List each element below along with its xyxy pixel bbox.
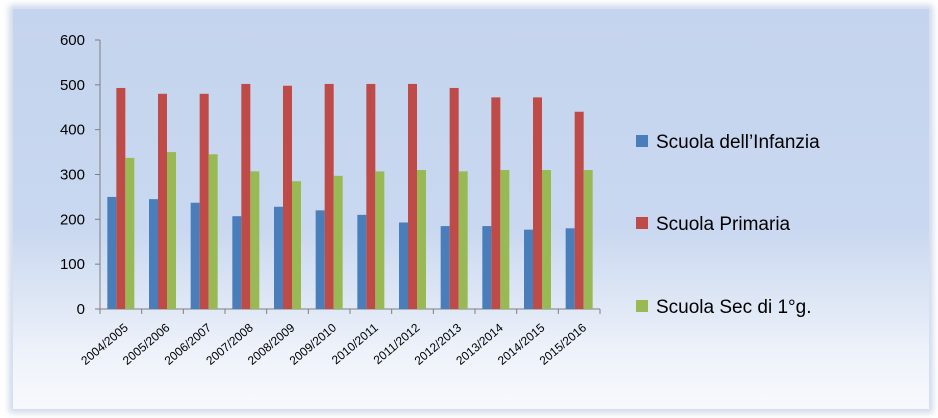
bar-1-2005-2006 [149, 199, 158, 309]
bar-2-2010-2011 [366, 83, 376, 309]
bar-3-2009-2010 [333, 175, 343, 309]
bar-3-2015-2016 [583, 170, 593, 309]
bar-3-2014-2015 [542, 170, 551, 309]
bar-2-2015-2016 [574, 111, 584, 309]
bar-1-2015-2016 [565, 228, 575, 309]
legend-swatch [636, 217, 648, 229]
x-tick-label: 2015/2016 [537, 320, 590, 367]
bar-1-2013-2014 [482, 226, 492, 309]
bar-2-2006-2007 [199, 93, 209, 309]
y-tick-label: 0 [77, 301, 85, 318]
bar-2-2005-2006 [158, 93, 167, 309]
legend-label: Scuola Primaria [656, 214, 791, 235]
legend-swatch [636, 300, 648, 312]
y-tick-label: 300 [60, 167, 85, 184]
bar-1-2006-2007 [190, 202, 200, 309]
bar-1-2007-2008 [232, 216, 242, 309]
bar-3-2008-2009 [292, 181, 301, 309]
bar-3-2010-2011 [375, 171, 385, 309]
legend-swatch [636, 135, 648, 147]
bar-3-2004-2005 [125, 157, 135, 309]
bar-2-2009-2010 [324, 83, 334, 309]
y-tick-label: 400 [60, 122, 85, 139]
bar-1-2014-2015 [524, 229, 533, 309]
bar-2-2011-2012 [408, 83, 417, 309]
bar-3-2005-2006 [167, 152, 176, 309]
legend-label: Scuola Sec di 1°g. [656, 297, 811, 318]
bar-2-2008-2009 [283, 85, 292, 309]
bar-1-2010-2011 [357, 214, 367, 309]
bar-2-2013-2014 [491, 97, 501, 310]
bar-2-2007-2008 [241, 83, 251, 309]
y-tick-label: 100 [60, 256, 85, 273]
bar-1-2012-2013 [440, 226, 450, 309]
bar-3-2011-2012 [417, 170, 426, 309]
bar-2-2014-2015 [533, 97, 542, 310]
bar-1-2011-2012 [399, 222, 408, 309]
bar-1-2008-2009 [274, 206, 283, 309]
bar-1-2004-2005 [107, 196, 117, 309]
bar-3-2007-2008 [250, 171, 260, 309]
y-tick-label: 200 [60, 211, 85, 228]
bar-3-2006-2007 [208, 154, 218, 309]
bar-1-2009-2010 [315, 210, 325, 309]
bar-3-2012-2013 [458, 171, 468, 309]
bar-3-2013-2014 [500, 170, 510, 309]
bar-2-2004-2005 [116, 87, 126, 309]
bar-2-2012-2013 [449, 87, 459, 309]
y-tick-label: 600 [60, 32, 85, 49]
legend-label: Scuola dell’Infanzia [656, 132, 820, 153]
y-tick-label: 500 [60, 77, 85, 94]
